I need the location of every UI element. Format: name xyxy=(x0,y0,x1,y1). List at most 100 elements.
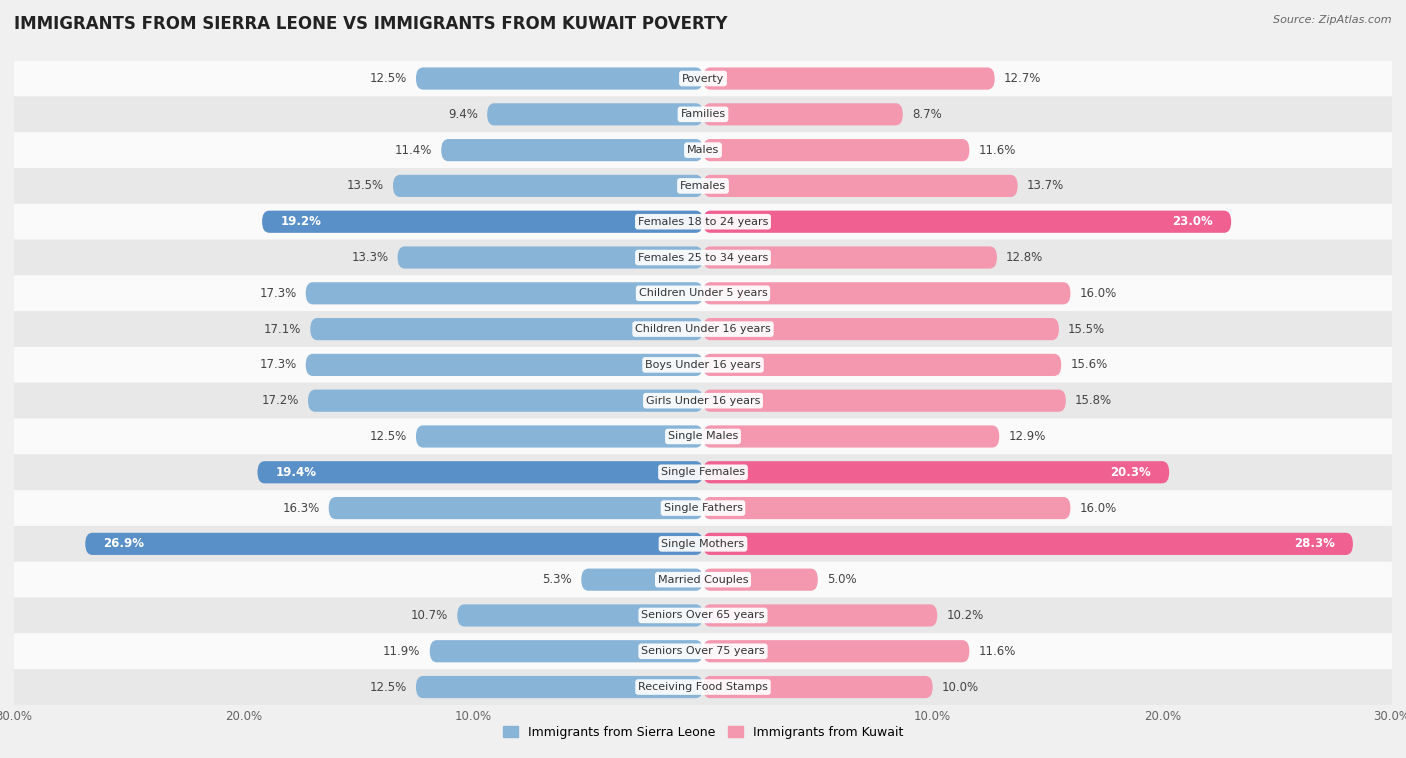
FancyBboxPatch shape xyxy=(14,454,1392,490)
Text: 5.3%: 5.3% xyxy=(543,573,572,586)
Text: 10.0%: 10.0% xyxy=(942,681,979,694)
FancyBboxPatch shape xyxy=(430,641,703,662)
FancyBboxPatch shape xyxy=(308,390,703,412)
FancyBboxPatch shape xyxy=(14,562,1392,597)
Text: Boys Under 16 years: Boys Under 16 years xyxy=(645,360,761,370)
Text: 10.7%: 10.7% xyxy=(411,609,449,622)
Text: Females 18 to 24 years: Females 18 to 24 years xyxy=(638,217,768,227)
Text: 16.3%: 16.3% xyxy=(283,502,319,515)
FancyBboxPatch shape xyxy=(262,211,703,233)
Text: 16.0%: 16.0% xyxy=(1080,287,1116,300)
FancyBboxPatch shape xyxy=(392,175,703,197)
Text: 23.0%: 23.0% xyxy=(1173,215,1213,228)
FancyBboxPatch shape xyxy=(14,526,1392,562)
FancyBboxPatch shape xyxy=(703,568,818,590)
FancyBboxPatch shape xyxy=(703,497,1070,519)
Text: Seniors Over 75 years: Seniors Over 75 years xyxy=(641,647,765,656)
FancyBboxPatch shape xyxy=(486,103,703,125)
Text: 13.3%: 13.3% xyxy=(352,251,388,264)
FancyBboxPatch shape xyxy=(703,425,1000,447)
FancyBboxPatch shape xyxy=(305,282,703,305)
Legend: Immigrants from Sierra Leone, Immigrants from Kuwait: Immigrants from Sierra Leone, Immigrants… xyxy=(498,721,908,744)
Text: 11.6%: 11.6% xyxy=(979,143,1017,157)
Text: 17.1%: 17.1% xyxy=(264,323,301,336)
FancyBboxPatch shape xyxy=(416,67,703,89)
Text: 17.2%: 17.2% xyxy=(262,394,299,407)
Text: Receiving Food Stamps: Receiving Food Stamps xyxy=(638,682,768,692)
FancyBboxPatch shape xyxy=(703,103,903,125)
Text: 26.9%: 26.9% xyxy=(104,537,145,550)
FancyBboxPatch shape xyxy=(703,246,997,268)
Text: 5.0%: 5.0% xyxy=(827,573,856,586)
Text: 11.9%: 11.9% xyxy=(384,645,420,658)
FancyBboxPatch shape xyxy=(703,641,969,662)
Text: Single Mothers: Single Mothers xyxy=(661,539,745,549)
Text: 10.2%: 10.2% xyxy=(946,609,984,622)
Text: 15.8%: 15.8% xyxy=(1076,394,1112,407)
FancyBboxPatch shape xyxy=(703,67,994,89)
Text: Males: Males xyxy=(688,145,718,155)
Text: 20.3%: 20.3% xyxy=(1111,465,1152,479)
FancyBboxPatch shape xyxy=(703,390,1066,412)
Text: 12.5%: 12.5% xyxy=(370,681,406,694)
Text: 12.8%: 12.8% xyxy=(1007,251,1043,264)
FancyBboxPatch shape xyxy=(14,597,1392,634)
Text: 13.7%: 13.7% xyxy=(1026,180,1064,193)
FancyBboxPatch shape xyxy=(305,354,703,376)
Text: Girls Under 16 years: Girls Under 16 years xyxy=(645,396,761,406)
Text: Single Males: Single Males xyxy=(668,431,738,441)
FancyBboxPatch shape xyxy=(703,676,932,698)
FancyBboxPatch shape xyxy=(416,425,703,447)
FancyBboxPatch shape xyxy=(329,497,703,519)
FancyBboxPatch shape xyxy=(441,139,703,161)
Text: 15.6%: 15.6% xyxy=(1070,359,1108,371)
Text: Single Fathers: Single Fathers xyxy=(664,503,742,513)
Text: 12.5%: 12.5% xyxy=(370,430,406,443)
Text: 12.9%: 12.9% xyxy=(1008,430,1046,443)
FancyBboxPatch shape xyxy=(581,568,703,590)
FancyBboxPatch shape xyxy=(14,490,1392,526)
FancyBboxPatch shape xyxy=(703,318,1059,340)
FancyBboxPatch shape xyxy=(14,418,1392,454)
FancyBboxPatch shape xyxy=(14,204,1392,240)
Text: 11.6%: 11.6% xyxy=(979,645,1017,658)
Text: 16.0%: 16.0% xyxy=(1080,502,1116,515)
FancyBboxPatch shape xyxy=(14,383,1392,418)
Text: IMMIGRANTS FROM SIERRA LEONE VS IMMIGRANTS FROM KUWAIT POVERTY: IMMIGRANTS FROM SIERRA LEONE VS IMMIGRAN… xyxy=(14,15,727,33)
FancyBboxPatch shape xyxy=(457,604,703,627)
Text: Children Under 16 years: Children Under 16 years xyxy=(636,324,770,334)
FancyBboxPatch shape xyxy=(703,604,938,627)
Text: Poverty: Poverty xyxy=(682,74,724,83)
FancyBboxPatch shape xyxy=(311,318,703,340)
Text: Children Under 5 years: Children Under 5 years xyxy=(638,288,768,299)
Text: Females 25 to 34 years: Females 25 to 34 years xyxy=(638,252,768,262)
Text: 13.5%: 13.5% xyxy=(347,180,384,193)
FancyBboxPatch shape xyxy=(14,240,1392,275)
FancyBboxPatch shape xyxy=(86,533,703,555)
Text: 12.7%: 12.7% xyxy=(1004,72,1042,85)
Text: 19.2%: 19.2% xyxy=(280,215,322,228)
Text: Females: Females xyxy=(681,181,725,191)
FancyBboxPatch shape xyxy=(703,282,1070,305)
Text: 11.4%: 11.4% xyxy=(395,143,432,157)
FancyBboxPatch shape xyxy=(14,168,1392,204)
Text: Single Females: Single Females xyxy=(661,467,745,478)
FancyBboxPatch shape xyxy=(257,461,703,484)
FancyBboxPatch shape xyxy=(14,96,1392,132)
FancyBboxPatch shape xyxy=(14,132,1392,168)
FancyBboxPatch shape xyxy=(14,312,1392,347)
FancyBboxPatch shape xyxy=(14,61,1392,96)
Text: Source: ZipAtlas.com: Source: ZipAtlas.com xyxy=(1274,15,1392,25)
Text: 19.4%: 19.4% xyxy=(276,465,316,479)
Text: Seniors Over 65 years: Seniors Over 65 years xyxy=(641,610,765,621)
FancyBboxPatch shape xyxy=(14,275,1392,312)
FancyBboxPatch shape xyxy=(14,634,1392,669)
FancyBboxPatch shape xyxy=(14,347,1392,383)
FancyBboxPatch shape xyxy=(703,175,1018,197)
FancyBboxPatch shape xyxy=(703,211,1232,233)
Text: 17.3%: 17.3% xyxy=(259,359,297,371)
FancyBboxPatch shape xyxy=(703,461,1170,484)
Text: 8.7%: 8.7% xyxy=(912,108,942,121)
FancyBboxPatch shape xyxy=(703,139,969,161)
Text: 17.3%: 17.3% xyxy=(259,287,297,300)
